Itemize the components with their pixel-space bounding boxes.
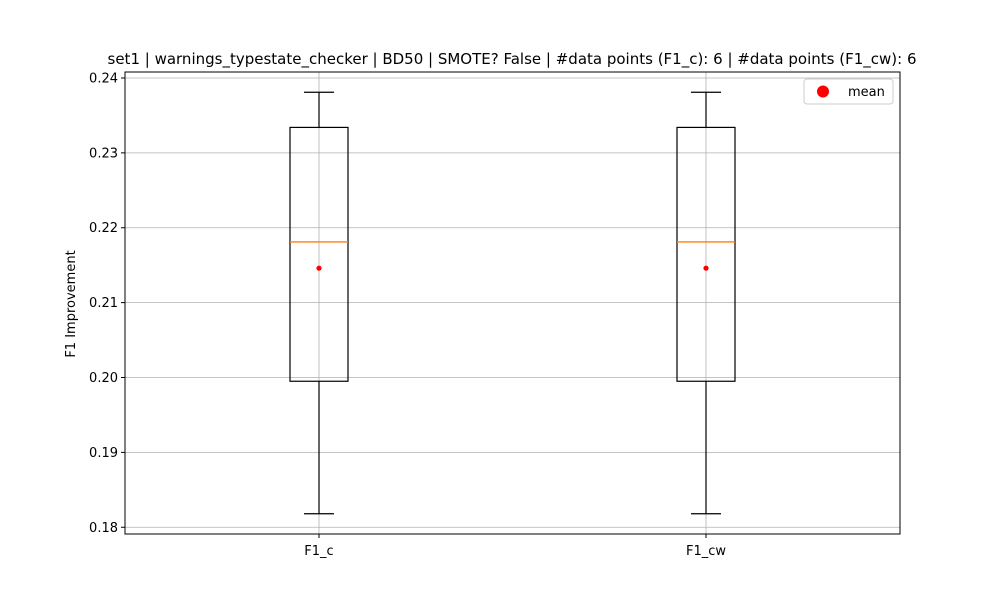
- y-tick-label: 0.18: [89, 521, 118, 536]
- x-tick-label: F1_c: [304, 544, 333, 559]
- x-tick-label: F1_cw: [686, 544, 726, 559]
- y-axis-label: F1 Improvement: [64, 250, 79, 357]
- legend-box: [803, 78, 894, 105]
- axis-layer: 0.18 0.19 0.20 0.21 0.22 0.23 0.24 F1_c F1_cw: [89, 71, 901, 559]
- y-tick-label: 0.20: [89, 371, 118, 386]
- chart-title: set1 | warnings_typestate_checker | BD50…: [108, 50, 917, 69]
- legend-mean-label: mean: [848, 85, 885, 100]
- grid-layer: [125, 72, 900, 534]
- box-layer: [289, 91, 736, 515]
- legend: mean: [803, 78, 894, 105]
- box-F1_c: [289, 91, 349, 515]
- box-body: [289, 126, 349, 382]
- box-body: [676, 126, 736, 382]
- mean-marker: [316, 265, 322, 271]
- y-tick-label: 0.22: [89, 221, 118, 236]
- box-F1_cw: [676, 91, 736, 515]
- legend-mean-marker: [817, 85, 829, 98]
- y-tick-label: 0.19: [89, 446, 118, 461]
- y-tick-label: 0.24: [89, 71, 118, 86]
- y-tick-label: 0.23: [89, 146, 118, 161]
- mean-marker: [703, 265, 709, 271]
- y-tick-label: 0.21: [89, 296, 118, 311]
